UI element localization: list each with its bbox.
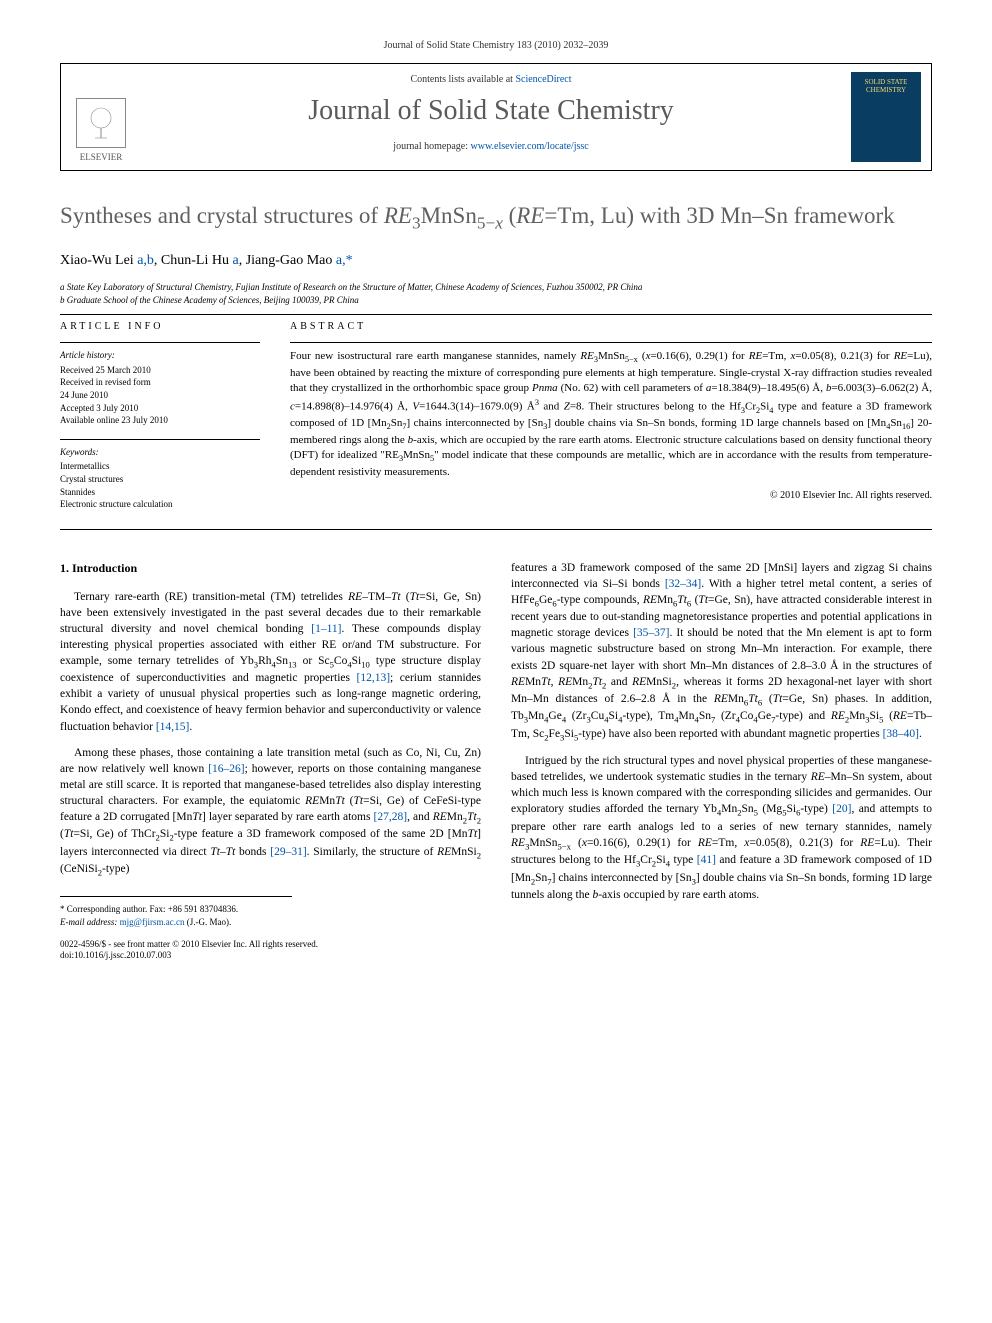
affiliations: a State Key Laboratory of Structural Che… [60,281,932,306]
journal-name: Journal of Solid State Chemistry [141,95,841,127]
elsevier-tree-icon [76,98,126,148]
email-suffix: (J.-G. Mao). [184,917,231,927]
contents-prefix: Contents lists available at [410,74,515,85]
section-1-head: 1. Introduction [60,560,481,577]
homepage-line: journal homepage: www.elsevier.com/locat… [141,141,841,152]
email-line: E-mail address: mjg@fjirsm.ac.cn (J.-G. … [60,916,481,929]
history-line: Received in revised form [60,376,260,389]
homepage-prefix: journal homepage: [393,141,470,152]
history-line: 24 June 2010 [60,389,260,402]
abstract-head: ABSTRACT [290,321,932,332]
rule-ai [60,342,260,343]
author-email-link[interactable]: mjg@fjirsm.ac.cn [120,917,185,927]
doi-block: 0022-4596/$ - see front matter © 2010 El… [60,939,481,962]
article-history: Article history: Received 25 March 2010 … [60,349,260,427]
history-line: Accepted 3 July 2010 [60,402,260,415]
journal-header: ELSEVIER Contents lists available at Sci… [60,63,932,171]
keyword: Intermetallics [60,460,260,473]
keywords-head: Keywords: [60,446,260,459]
journal-cover-block: SOLID STATE CHEMISTRY [841,64,931,170]
history-line: Available online 23 July 2010 [60,414,260,427]
footnote-rule [60,896,292,897]
article-info-head: ARTICLE INFO [60,321,260,332]
keyword: Electronic structure calculation [60,498,260,511]
history-head: Article history: [60,349,260,362]
history-line: Received 25 March 2010 [60,364,260,377]
abstract-text: Four new isostructural rare earth mangan… [290,349,932,480]
keyword: Stannides [60,486,260,499]
keyword: Crystal structures [60,473,260,486]
rule-abs [290,342,932,343]
body-columns: 1. Introduction Ternary rare-earth (RE) … [60,560,932,962]
abstract-copyright: © 2010 Elsevier Inc. All rights reserved… [290,490,932,501]
affiliation-b: b Graduate School of the Chinese Academy… [60,294,932,307]
journal-homepage-link[interactable]: www.elsevier.com/locate/jssc [471,141,589,152]
footnote-block: * Corresponding author. Fax: +86 591 837… [60,903,481,928]
sciencedirect-link[interactable]: ScienceDirect [515,74,571,85]
para: Ternary rare-earth (RE) transition-metal… [60,589,481,735]
front-matter-line: 0022-4596/$ - see front matter © 2010 El… [60,939,481,951]
rule-top [60,314,932,315]
column-right: features a 3D framework composed of the … [511,560,932,962]
running-head: Journal of Solid State Chemistry 183 (20… [60,40,932,51]
publisher-logo-block: ELSEVIER [61,64,141,170]
info-abstract-row: ARTICLE INFO Article history: Received 2… [60,321,932,523]
doi-line: doi:10.1016/j.jssc.2010.07.003 [60,950,481,962]
header-center: Contents lists available at ScienceDirec… [141,64,841,170]
rule-kw [60,439,260,440]
publisher-name: ELSEVIER [80,152,123,162]
page: Journal of Solid State Chemistry 183 (20… [0,0,992,1002]
cover-text: SOLID STATE CHEMISTRY [854,78,918,94]
email-label: E-mail address: [60,917,120,927]
rule-bottom [60,529,932,530]
keywords-block: Keywords: Intermetallics Crystal structu… [60,446,260,511]
journal-cover-thumbnail: SOLID STATE CHEMISTRY [851,72,921,162]
para: Among these phases, those containing a l… [60,745,481,879]
para: Intrigued by the rich structural types a… [511,753,932,903]
corresponding-author: * Corresponding author. Fax: +86 591 837… [60,903,481,916]
article-info-column: ARTICLE INFO Article history: Received 2… [60,321,260,523]
para: features a 3D framework composed of the … [511,560,932,743]
article-title: Syntheses and crystal structures of RE3M… [60,201,932,235]
author-list: Xiao-Wu Lei a,b, Chun-Li Hu a, Jiang-Gao… [60,253,932,269]
contents-line: Contents lists available at ScienceDirec… [141,74,841,85]
affiliation-a: a State Key Laboratory of Structural Che… [60,281,932,294]
abstract-column: ABSTRACT Four new isostructural rare ear… [290,321,932,523]
column-left: 1. Introduction Ternary rare-earth (RE) … [60,560,481,962]
